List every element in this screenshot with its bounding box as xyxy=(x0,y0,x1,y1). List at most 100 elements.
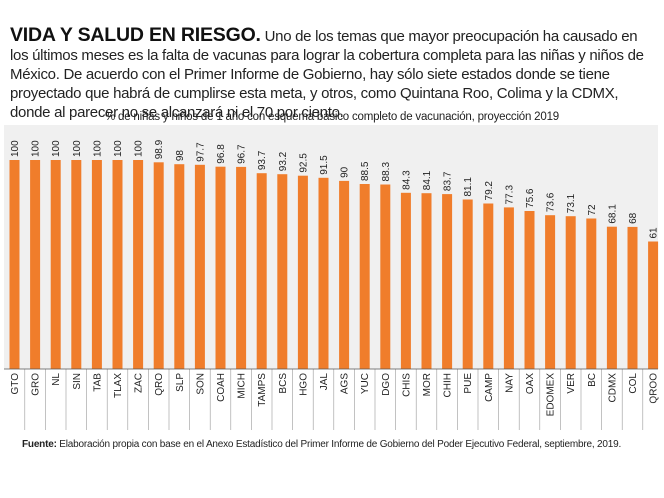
category-label: GRO xyxy=(31,373,42,396)
bar-qroo xyxy=(648,241,659,369)
category-label: QROO xyxy=(649,373,660,404)
value-label: 84.1 xyxy=(422,170,433,190)
bar-pue xyxy=(462,199,473,369)
value-label: 93.7 xyxy=(257,150,268,170)
bar-gto xyxy=(9,160,20,369)
category-label: CHIS xyxy=(401,373,412,397)
source-note: Fuente: Elaboración propia con base en e… xyxy=(22,439,621,450)
category-label: HGO xyxy=(298,373,309,396)
category-label: CHIH xyxy=(443,373,454,397)
category-label: QRO xyxy=(154,373,165,396)
bar-nay xyxy=(503,207,514,369)
bar-tamps xyxy=(256,173,267,369)
source-label: Fuente: xyxy=(22,439,57,450)
value-label: 92.5 xyxy=(298,153,309,173)
value-label: 68.1 xyxy=(607,204,618,224)
bar-slp xyxy=(174,164,185,369)
value-label: 84.3 xyxy=(401,170,412,190)
bar-chart: 100 GTO 100 GRO 100 NL 100 SIN 100 TAB 100 TLAX 100 Z… xyxy=(4,125,660,430)
value-label: 88.3 xyxy=(381,162,392,182)
value-label: 73.1 xyxy=(566,193,577,213)
bar-sin xyxy=(71,160,82,369)
category-label: COAH xyxy=(216,373,227,402)
category-label: TAMPS xyxy=(257,373,268,407)
category-label: ZAC xyxy=(134,373,145,393)
bar-oax xyxy=(524,211,535,369)
value-label: 75.6 xyxy=(525,188,536,208)
bar-tab xyxy=(91,160,102,369)
bar-chih xyxy=(442,194,453,369)
bar-cdmx xyxy=(606,226,617,369)
category-label: DGO xyxy=(381,373,392,396)
value-label: 79.2 xyxy=(484,181,495,201)
source-text: Elaboración propia con base en el Anexo … xyxy=(56,439,622,450)
intro-paragraph: VIDA Y SALUD EN RIESGO. Uno de los temas… xyxy=(10,24,658,122)
category-label: MICH xyxy=(237,373,248,399)
value-label: 100 xyxy=(72,140,83,157)
value-label: 100 xyxy=(113,140,124,157)
plot-background xyxy=(4,125,658,369)
bar-ver xyxy=(565,216,576,369)
category-label: JAL xyxy=(319,373,330,391)
value-label: 90 xyxy=(340,166,351,178)
value-label: 100 xyxy=(92,140,103,157)
bar-coah xyxy=(215,166,226,369)
value-label: 100 xyxy=(51,140,62,157)
value-label: 77.3 xyxy=(504,185,515,205)
bar-qro xyxy=(153,162,164,369)
category-label: OAX xyxy=(525,373,536,394)
category-label: TAB xyxy=(92,373,103,392)
value-label: 88.5 xyxy=(360,161,371,181)
bar-tlax xyxy=(112,160,123,369)
bar-camp xyxy=(483,203,494,369)
category-label: CAMP xyxy=(484,373,495,402)
category-label: CDMX xyxy=(607,373,618,403)
value-label: 83.7 xyxy=(443,171,454,191)
bar-gro xyxy=(30,160,41,369)
category-label: YUC xyxy=(360,373,371,394)
bar-chis xyxy=(400,192,411,369)
category-label: GTO xyxy=(10,373,21,395)
value-label: 61 xyxy=(649,227,660,239)
category-label: NL xyxy=(51,373,62,386)
category-label: AGS xyxy=(340,373,351,394)
bar-jal xyxy=(318,177,329,369)
value-label: 81.1 xyxy=(463,177,474,197)
value-label: 100 xyxy=(10,140,21,157)
bar-bcs xyxy=(277,174,288,369)
value-label: 100 xyxy=(134,140,145,157)
bar-col xyxy=(627,226,638,369)
category-label: SON xyxy=(195,373,206,395)
value-label: 93.2 xyxy=(278,151,289,171)
category-label: NAY xyxy=(504,373,515,393)
value-label: 100 xyxy=(31,140,42,157)
value-label: 96.8 xyxy=(216,144,227,164)
intro-text: Uno de los temas que mayor preocupación … xyxy=(10,28,644,121)
category-label: SIN xyxy=(72,373,83,390)
bar-edomex xyxy=(545,215,556,369)
value-label: 96.7 xyxy=(237,144,248,164)
category-label: BC xyxy=(587,373,598,387)
bar-nl xyxy=(50,160,61,369)
bar-yuc xyxy=(359,184,370,369)
value-label: 73.6 xyxy=(546,192,557,212)
bar-hgo xyxy=(297,175,308,369)
category-label: PUE xyxy=(463,373,474,394)
value-label: 91.5 xyxy=(319,155,330,175)
category-label: EDOMEX xyxy=(546,373,557,417)
bar-mor xyxy=(421,193,432,369)
value-label: 98.9 xyxy=(154,139,165,159)
category-label: SLP xyxy=(175,373,186,392)
value-label: 97.7 xyxy=(195,142,206,162)
value-label: 68 xyxy=(628,212,639,224)
category-label: COL xyxy=(628,373,639,394)
category-label: BCS xyxy=(278,373,289,394)
category-label: MOR xyxy=(422,373,433,396)
chart-title: % de niñas y niños de 1 año con esquema … xyxy=(105,111,559,123)
bar-mich xyxy=(236,166,247,369)
bar-zac xyxy=(133,160,144,369)
bar-ags xyxy=(339,180,350,369)
headline: VIDA Y SALUD EN RIESGO. xyxy=(10,24,261,46)
bar-bc xyxy=(586,218,597,369)
category-label: TLAX xyxy=(113,373,124,398)
